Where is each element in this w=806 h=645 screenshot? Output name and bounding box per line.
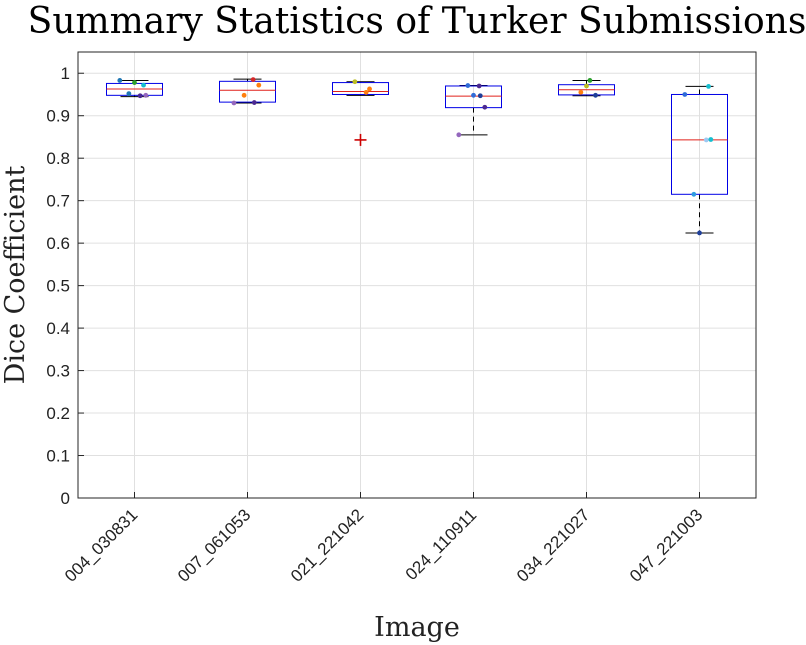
data-point (132, 80, 137, 85)
y-tick-label: 1 (61, 64, 70, 83)
data-point (367, 86, 372, 92)
data-point (471, 92, 476, 98)
y-tick-label: 0.1 (46, 447, 70, 466)
data-point (578, 89, 584, 95)
y-tick-label: 0.5 (46, 277, 70, 296)
y-tick-label: 0.3 (46, 362, 70, 381)
data-point (352, 79, 358, 85)
y-tick-label: 0.2 (46, 404, 70, 423)
data-point (706, 84, 711, 89)
data-point (682, 92, 688, 97)
data-point (482, 104, 488, 110)
data-point (250, 77, 256, 83)
y-axis-label: Dice Coefficient (0, 166, 31, 385)
x-tick-label: 004_030831 (61, 505, 141, 585)
y-tick-label: 0.8 (46, 149, 70, 168)
y-tick-label: 0 (61, 489, 70, 508)
x-tick-label: 034_221027 (513, 505, 593, 585)
box-iqr (671, 93, 728, 195)
box-021_221042 (332, 81, 389, 146)
data-point (143, 92, 149, 98)
box-007_061053 (219, 78, 276, 104)
data-point (117, 78, 123, 83)
data-point (691, 191, 697, 197)
data-point (256, 82, 262, 88)
x-axis-label: Image (374, 612, 460, 643)
y-tick-label: 0.7 (46, 192, 70, 211)
data-point (584, 83, 589, 89)
x-tick-label: 021_221042 (287, 505, 367, 585)
box-iqr (332, 82, 389, 95)
data-point (126, 91, 132, 97)
data-point (703, 137, 709, 143)
data-point (697, 230, 702, 236)
data-point (141, 82, 146, 88)
box-iqr (219, 80, 276, 103)
grid-lines (78, 52, 756, 499)
y-tick-label: 0.6 (46, 234, 70, 253)
box-iqr (445, 85, 502, 109)
data-point (593, 92, 598, 98)
x-axis-ticks: 004_030831 007_061053 021_221042 024_110911… (61, 492, 706, 586)
data-point (456, 132, 462, 138)
data-point (251, 100, 257, 105)
data-points (117, 77, 714, 236)
data-point (231, 100, 237, 106)
box-047_221003 (671, 85, 728, 234)
data-point (476, 83, 482, 89)
data-point (137, 93, 143, 99)
y-tick-label: 0.4 (46, 319, 70, 338)
data-point (241, 92, 247, 98)
data-point (465, 83, 471, 88)
data-point (477, 93, 483, 99)
chart-title: Summary Statistics of Turker Submissions (28, 1, 806, 42)
x-tick-label: 007_061053 (174, 505, 254, 585)
y-tick-label: 0.9 (46, 107, 70, 126)
boxes (106, 78, 728, 234)
data-point (708, 137, 714, 142)
x-tick-label: 024_110911 (402, 505, 481, 584)
data-point (587, 78, 593, 83)
data-point (363, 89, 369, 95)
x-tick-label: 047_221003 (626, 505, 706, 585)
y-axis-ticks: 0 0.1 0.2 0.3 0.4 0.5 0.6 0.7 0.8 0.9 1 (46, 64, 84, 508)
plot-frame (77, 51, 757, 499)
